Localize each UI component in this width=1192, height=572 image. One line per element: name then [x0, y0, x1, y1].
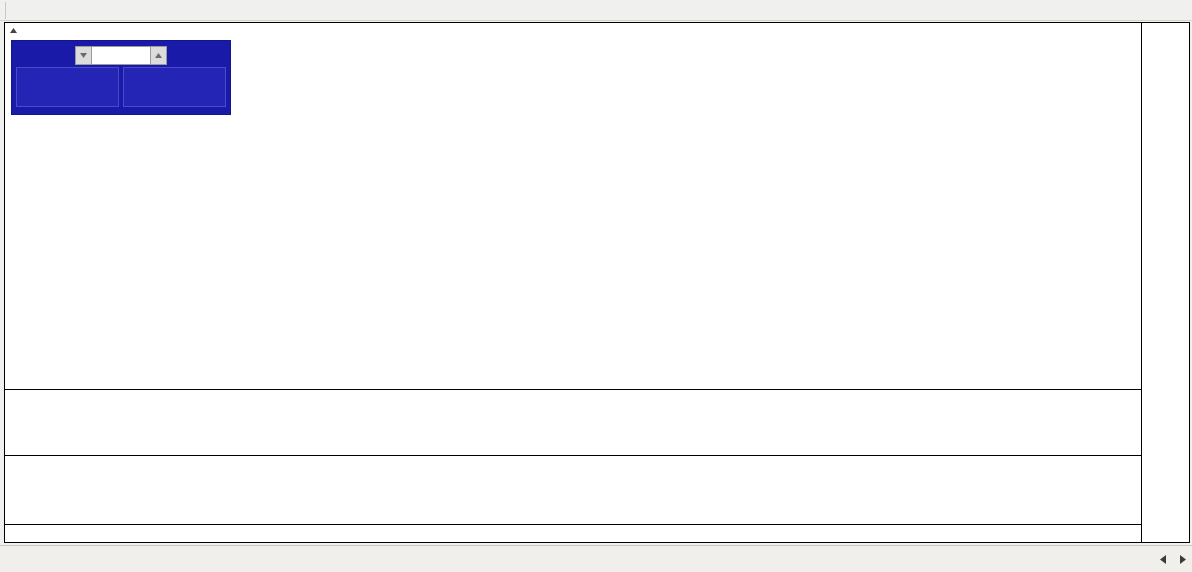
chart-area[interactable] [4, 22, 1190, 543]
macd-pane[interactable] [5, 389, 1142, 454]
price-scale-axis[interactable] [1141, 23, 1189, 542]
collapse-triangle-icon[interactable] [9, 26, 18, 35]
trade-panel-controls [12, 41, 230, 67]
sell-button[interactable] [16, 67, 119, 107]
one-click-trading-panel[interactable] [11, 40, 231, 115]
lot-increment-button[interactable] [150, 46, 167, 65]
triangle-left-icon[interactable] [1160, 554, 1167, 564]
buy-price-fraction [174, 68, 175, 73]
tab-scroll-controls[interactable] [1160, 546, 1192, 572]
trade-price-row [12, 67, 230, 111]
chart-header [5, 23, 28, 38]
buy-button[interactable] [123, 67, 226, 107]
lot-size-input[interactable] [92, 46, 150, 65]
timeframe-toolbar [0, 0, 1192, 21]
chevron-down-icon [80, 53, 87, 58]
lot-size-stepper[interactable] [75, 46, 167, 66]
triangle-right-icon[interactable] [1179, 554, 1186, 564]
rsi-pane[interactable] [5, 455, 1142, 524]
lot-decrement-button[interactable] [75, 46, 92, 65]
macd-indicator-plot [5, 390, 1142, 454]
sell-price-fraction [67, 68, 68, 73]
time-scale-axis[interactable] [5, 524, 1142, 542]
rsi-indicator-plot [5, 456, 1142, 524]
chevron-up-icon [155, 53, 162, 58]
chart-tab-bar[interactable] [0, 545, 1192, 572]
toolbar-divider [5, 1, 6, 19]
